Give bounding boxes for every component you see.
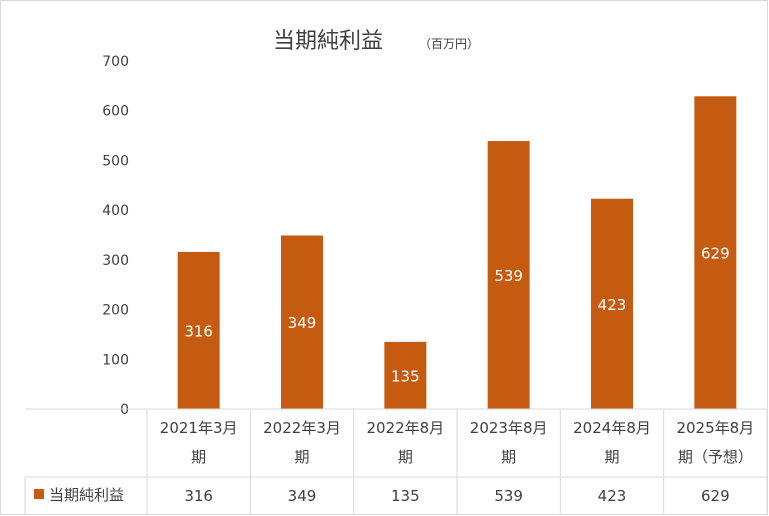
category-label: 期 xyxy=(501,448,516,466)
table-cell: 629 xyxy=(701,487,730,505)
data-label: 135 xyxy=(391,367,420,385)
category-label: 期（予想） xyxy=(678,448,753,466)
legend-key xyxy=(34,489,44,499)
category-label: 期 xyxy=(604,448,619,466)
bar xyxy=(694,96,737,409)
table-cell: 349 xyxy=(288,487,317,505)
data-label: 539 xyxy=(494,267,523,285)
data-label: 629 xyxy=(701,245,730,263)
y-tick-label: 500 xyxy=(102,153,129,169)
y-tick-label: 700 xyxy=(102,54,129,70)
data-label: 349 xyxy=(288,314,317,332)
category-label: 2021年3月 xyxy=(160,419,238,437)
data-table: 2021年3月期2022年3月期2022年8月期2023年8月期2024年8月期… xyxy=(24,408,768,515)
data-label: 316 xyxy=(184,322,213,340)
y-tick-label: 100 xyxy=(102,352,129,368)
bar xyxy=(591,198,633,409)
data-label: 423 xyxy=(598,296,627,314)
category-label: 2025年8月 xyxy=(676,419,754,437)
y-tick-label: 400 xyxy=(102,203,129,219)
bar xyxy=(384,341,427,409)
y-tick-label: 600 xyxy=(102,104,129,120)
chart-title: 当期純利益 xyxy=(273,29,383,54)
category-label: 期 xyxy=(294,448,309,466)
legend-label: 当期純利益 xyxy=(49,486,124,504)
bar xyxy=(281,235,323,409)
table-cell: 135 xyxy=(391,487,420,505)
category-label: 2022年8月 xyxy=(366,419,444,437)
bar xyxy=(177,251,220,409)
category-label: 2023年8月 xyxy=(470,419,548,437)
table-cell: 316 xyxy=(184,487,213,505)
y-tick-label: 200 xyxy=(102,303,129,319)
table-cell: 423 xyxy=(598,487,627,505)
table-cell: 539 xyxy=(494,487,523,505)
chart-title-group: 当期純利益 （百万円） xyxy=(273,29,479,54)
y-tick-label: 300 xyxy=(102,253,129,269)
category-label: 2024年8月 xyxy=(573,419,651,437)
chart-title-unit: （百万円） xyxy=(419,37,479,51)
y-tick-label: 0 xyxy=(120,402,129,418)
category-label: 2022年3月 xyxy=(263,419,341,437)
category-label: 期 xyxy=(191,448,206,466)
y-axis: 0 100 200 300 400 500 600 700 xyxy=(102,54,129,418)
bar xyxy=(487,141,530,410)
category-label: 期 xyxy=(398,448,413,466)
bar-series: 316 349 135 539 423 629 xyxy=(177,96,737,410)
